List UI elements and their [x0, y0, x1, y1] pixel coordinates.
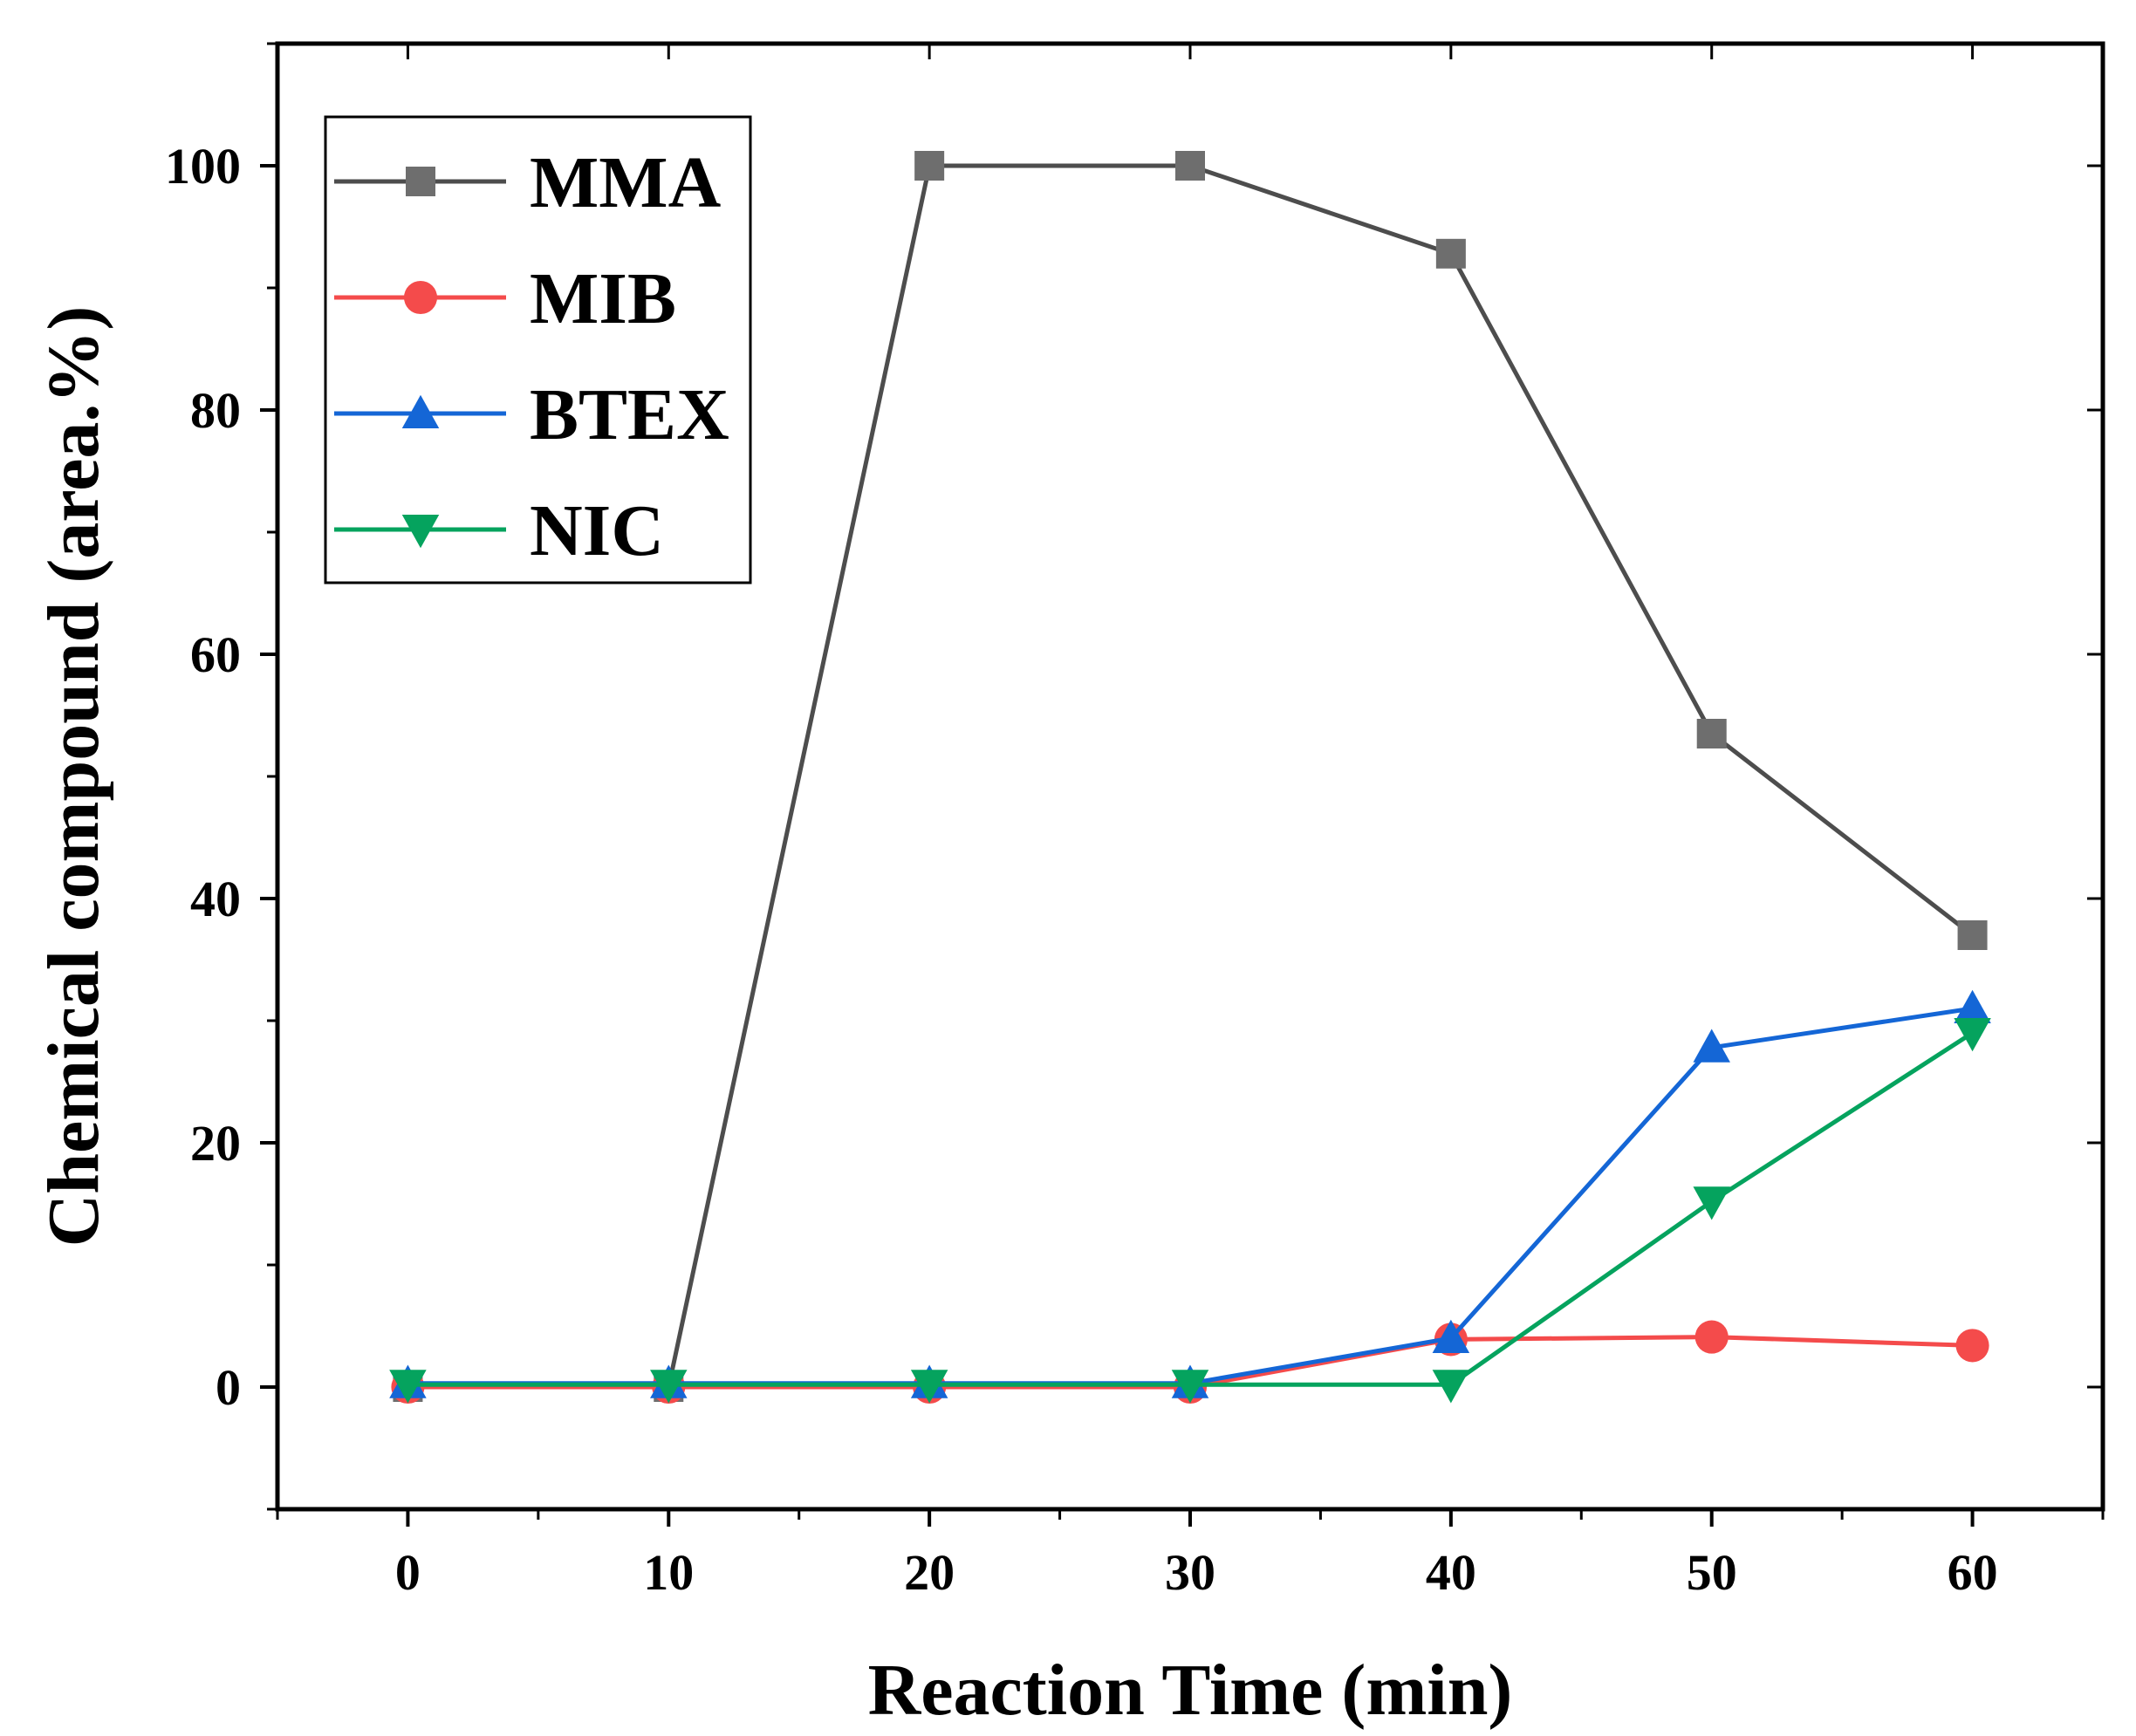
series-layer	[389, 151, 1991, 1405]
data-point-btex	[1954, 989, 1991, 1023]
y-tick-label: 60	[190, 626, 241, 683]
x-tick-label: 0	[395, 1544, 421, 1601]
data-point-mma	[1957, 920, 1988, 950]
x-tick-label: 20	[904, 1544, 955, 1601]
data-point-btex	[1693, 1029, 1730, 1063]
legend-label-nic: NIC	[530, 490, 664, 571]
legend-label-btex: BTEX	[530, 374, 729, 455]
y-tick-label: 80	[190, 382, 241, 439]
data-point-mma	[1696, 719, 1727, 748]
data-point-nic	[1954, 1018, 1991, 1052]
y-tick-label: 100	[165, 138, 241, 195]
data-point-nic	[1693, 1186, 1730, 1220]
data-point-nic	[1171, 1370, 1209, 1404]
x-axis-title: Reaction Time (min)	[868, 1650, 1513, 1731]
x-tick-label: 60	[1948, 1544, 1998, 1601]
data-point-mma	[914, 151, 945, 181]
legend-marker-mib	[403, 280, 438, 315]
data-point-mma	[1175, 151, 1205, 181]
legend: MMA MIB BTEX NIC	[324, 115, 752, 584]
data-point-nic	[1432, 1370, 1470, 1404]
y-tick-label: 0	[216, 1359, 241, 1416]
y-tick-label: 20	[190, 1115, 241, 1172]
y-axis-title: Chemical compound (area.%)	[33, 306, 114, 1247]
data-point-nic	[910, 1370, 948, 1404]
legend-marker-btex	[401, 394, 440, 428]
data-point-nic	[650, 1370, 688, 1404]
legend-marker-mma	[406, 167, 435, 196]
data-point-btex	[1432, 1319, 1470, 1353]
x-tick-label: 10	[643, 1544, 694, 1601]
legend-box	[324, 115, 752, 584]
data-point-mib	[1694, 1320, 1729, 1354]
data-point-nic	[389, 1370, 427, 1404]
plot-frame	[275, 41, 2105, 1512]
legend-marker-nic	[401, 515, 440, 549]
x-tick-label: 30	[1165, 1544, 1215, 1601]
data-point-mib	[1955, 1329, 1989, 1363]
legend-label-mib: MIB	[530, 258, 676, 339]
y-tick-label: 40	[190, 871, 241, 927]
x-tick-label: 50	[1687, 1544, 1737, 1601]
x-tick-label: 40	[1426, 1544, 1476, 1601]
legend-label-mma: MMA	[530, 142, 722, 223]
data-point-mma	[1435, 238, 1466, 269]
tick-labels: 0 10 20 30 40 50 60 0 20 40 60 80 100	[165, 138, 1998, 1601]
